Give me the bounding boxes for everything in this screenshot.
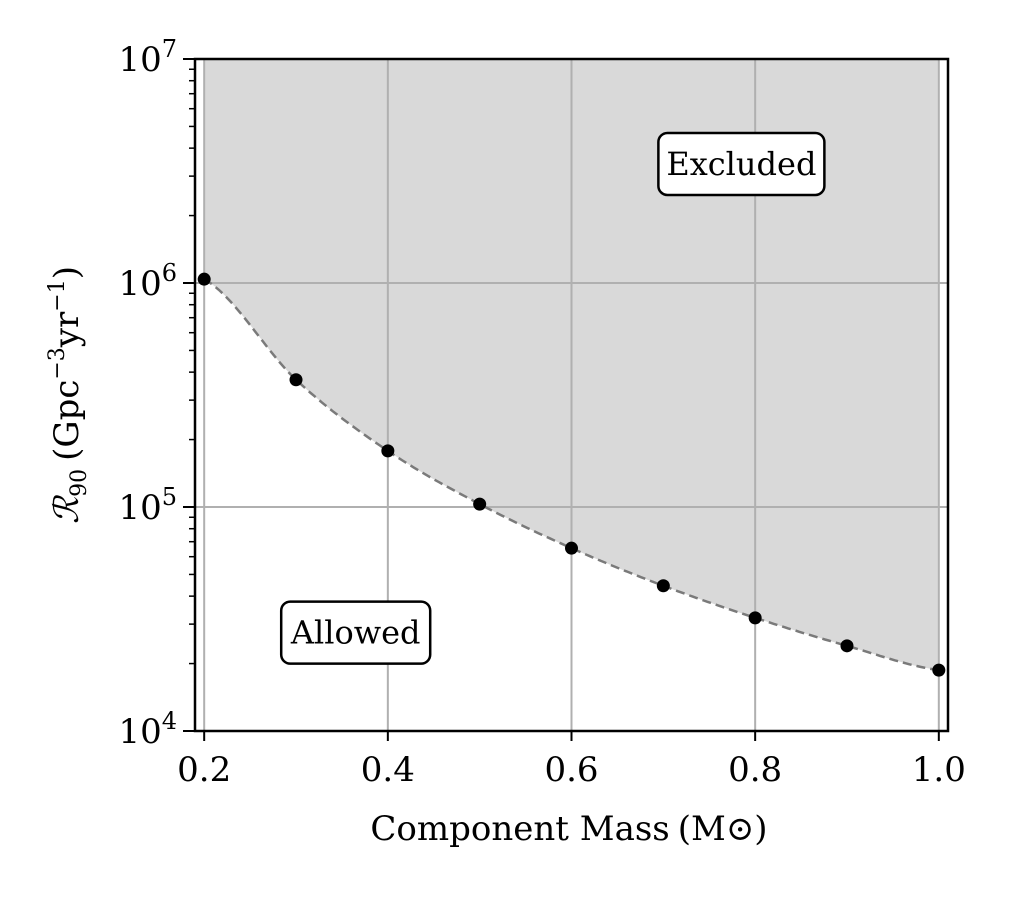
data-point: [932, 663, 946, 677]
x-tick-label: 1.0: [912, 750, 966, 790]
data-point: [565, 541, 578, 555]
y-tick-label: 107: [118, 35, 177, 80]
y-tick-label: 106: [118, 259, 177, 304]
x-tick-label: 0.4: [361, 750, 415, 790]
data-point: [289, 373, 303, 387]
data-point: [197, 272, 211, 286]
annotation-text: Excluded: [666, 145, 816, 183]
annotation-excluded: Excluded: [657, 131, 826, 197]
y-tick-label: 104: [118, 707, 177, 752]
curve-layer: [203, 278, 939, 672]
fit-curve: [203, 278, 939, 672]
data-point: [473, 497, 487, 511]
x-axis-label: Component Mass (M⊙): [370, 809, 767, 849]
x-tick-label: 0.2: [177, 750, 231, 790]
y-axis-label: ℛ90(Gpc−3yr−1): [45, 266, 92, 524]
data-point: [748, 611, 762, 625]
annotation-box: [279, 600, 432, 665]
ticks-layer: 0.2 0.4 0.6 0.8 1.0 104 105 106 107: [118, 35, 965, 790]
annotation-box: [657, 131, 826, 197]
y-tick-label: 105: [118, 483, 177, 528]
x-tick-label: 0.6: [544, 750, 598, 790]
annotation-text: Allowed: [290, 614, 421, 652]
data-point: [381, 444, 395, 458]
annotation-allowed: Allowed: [279, 600, 432, 665]
x-tick-label: 0.8: [728, 750, 782, 790]
points-layer: [197, 272, 946, 677]
annotations-layer: Excluded Allowed: [279, 131, 826, 665]
data-point: [656, 579, 670, 593]
data-point: [840, 639, 854, 653]
